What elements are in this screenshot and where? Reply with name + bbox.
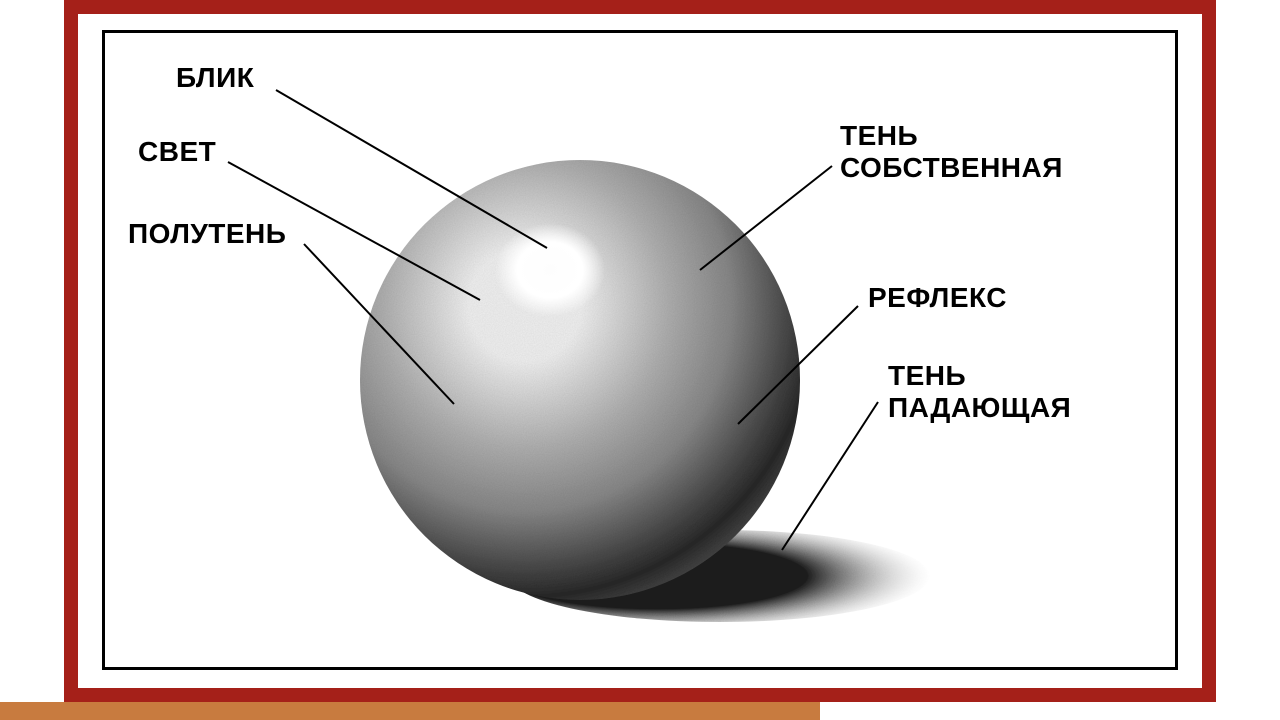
label-poluten: ПОЛУТЕНЬ [128, 218, 286, 250]
sphere-diagram [0, 0, 1280, 720]
label-svet: СВЕТ [138, 136, 216, 168]
label-blik: БЛИК [176, 62, 254, 94]
label-reflex: РЕФЛЕКС [868, 282, 1007, 314]
label-ten-padayushchaya: ТЕНЬ ПАДАЮЩАЯ [888, 360, 1071, 424]
bottom-strip [0, 702, 820, 720]
sphere-highlight [495, 223, 605, 317]
label-ten-sobstvennaya: ТЕНЬ СОБСТВЕННАЯ [840, 120, 1063, 184]
sphere-body [360, 160, 800, 600]
